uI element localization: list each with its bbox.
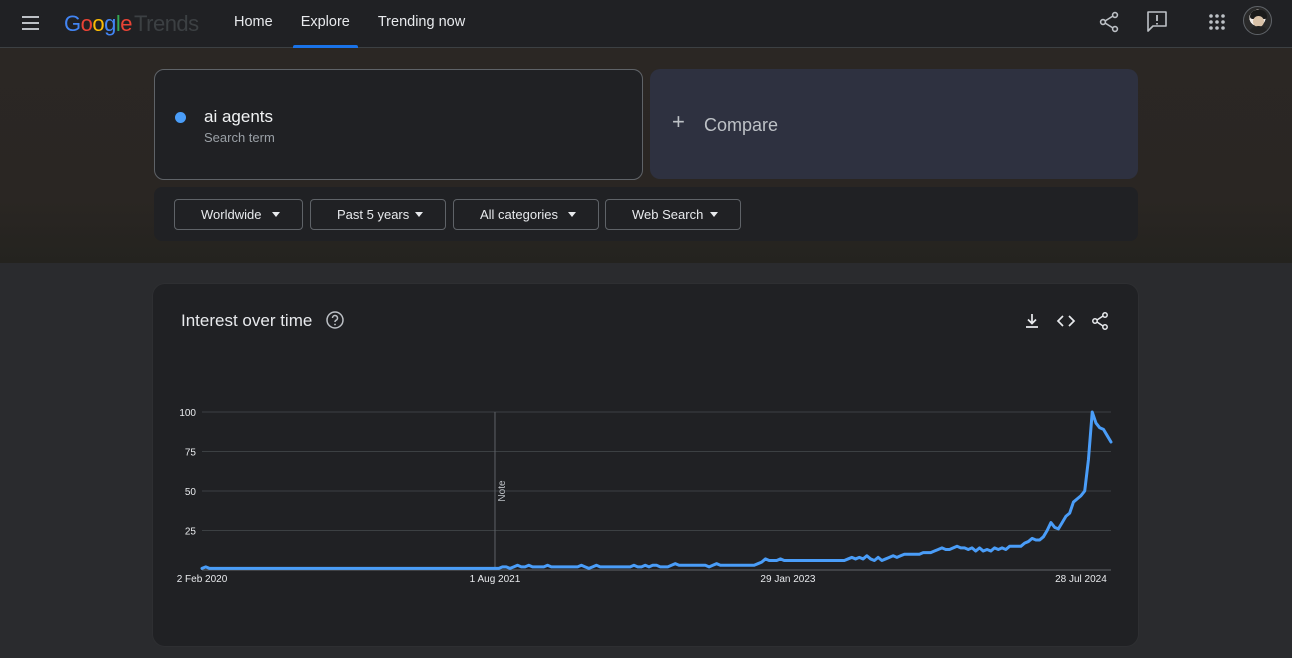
filter-time-range[interactable]: Past 5 years <box>310 199 446 230</box>
nav-trending-now[interactable]: Trending now <box>377 14 466 30</box>
x-tick-label: 1 Aug 2021 <box>470 574 521 585</box>
filter-location-label: Worldwide <box>201 207 262 222</box>
y-tick-label: 75 <box>185 448 197 459</box>
account-avatar[interactable] <box>1243 6 1272 35</box>
interest-over-time-card: Interest over time 100 75 50 25 2 Feb 2020 1 … <box>153 284 1138 646</box>
series-line <box>200 410 1113 570</box>
filter-time-range-label: Past 5 years <box>337 207 410 222</box>
embed-icon[interactable] <box>1055 310 1077 332</box>
google-trends-logo[interactable]: GoogleTrends <box>64 11 199 36</box>
filter-category-label: All categories <box>480 207 559 222</box>
top-app-bar: GoogleTrends Home Explore Trending now <box>0 0 1292 48</box>
feedback-icon[interactable] <box>1144 9 1172 37</box>
share-icon[interactable] <box>1096 9 1124 37</box>
x-tick-label: 28 Jul 2024 <box>1055 574 1107 585</box>
interest-line-chart: 100 75 50 25 2 Feb 2020 1 Aug 2021 29 Jan 2023… <box>177 408 1113 585</box>
card-title: Interest over time <box>181 311 313 330</box>
nav-home[interactable]: Home <box>234 14 273 30</box>
dropdown-caret-icon <box>710 212 718 217</box>
filter-search-type-label: Web Search <box>632 207 704 222</box>
main-nav: Home Explore Trending now <box>226 0 485 48</box>
logo-product-name: Trends <box>134 11 199 36</box>
search-term-value[interactable]: ai agents <box>204 107 273 126</box>
dropdown-caret-icon <box>272 212 280 217</box>
filter-category[interactable]: All categories <box>453 199 599 230</box>
dropdown-caret-icon <box>415 212 423 217</box>
menu-icon[interactable] <box>20 12 42 34</box>
filter-location[interactable]: Worldwide <box>174 199 303 230</box>
apps-grid-icon[interactable] <box>1204 9 1232 37</box>
y-tick-label: 100 <box>179 408 196 419</box>
nav-explore[interactable]: Explore <box>292 0 359 48</box>
y-tick-label: 50 <box>185 487 197 498</box>
compare-button[interactable]: + Compare <box>650 69 1138 179</box>
plus-icon: + <box>672 109 685 134</box>
term-color-dot <box>175 112 186 123</box>
note-annotation-label: Note <box>497 480 508 502</box>
filter-bar: Worldwide Past 5 years All categories We… <box>154 187 1138 241</box>
compare-label: Compare <box>704 115 779 135</box>
x-tick-label: 29 Jan 2023 <box>760 574 815 585</box>
download-icon[interactable] <box>1021 310 1043 332</box>
y-tick-label: 25 <box>185 527 197 538</box>
x-tick-label: 2 Feb 2020 <box>177 574 228 585</box>
search-term-card[interactable]: ai agents Search term <box>154 69 643 180</box>
dropdown-caret-icon <box>568 212 576 217</box>
filter-search-type[interactable]: Web Search <box>605 199 741 230</box>
search-term-type: Search term <box>204 130 275 145</box>
help-icon[interactable] <box>325 310 345 330</box>
chart-share-icon[interactable] <box>1089 310 1111 332</box>
